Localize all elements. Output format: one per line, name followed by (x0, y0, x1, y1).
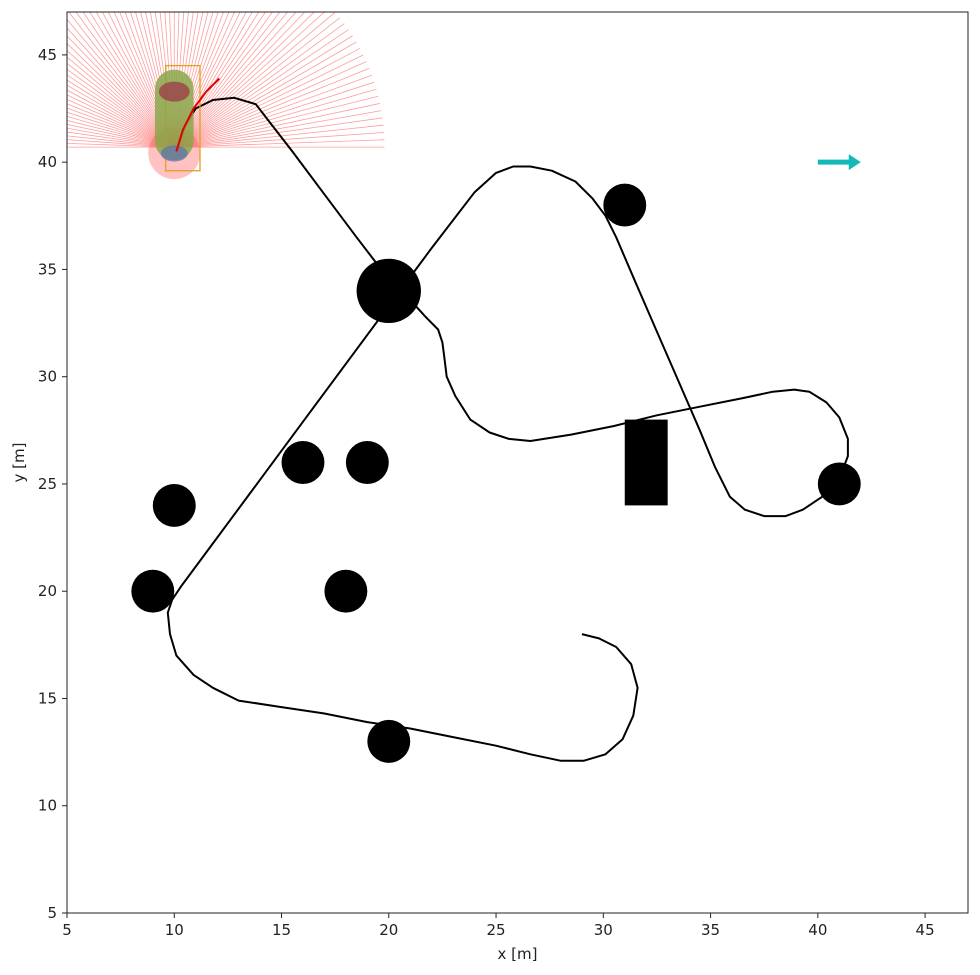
goal-arrow-head (848, 154, 861, 171)
lidar-ray (67, 135, 175, 148)
lidar-ray (67, 56, 175, 148)
x-tick-label: 10 (165, 921, 184, 939)
lidar-ray (67, 139, 175, 148)
lidar-ray (67, 50, 175, 148)
lidar-ray (174, 74, 372, 148)
lidar-ray (173, 12, 281, 148)
lidar-ray (67, 115, 175, 148)
circular-obstacle (281, 441, 325, 484)
plot-frame (66, 11, 969, 914)
lidar-ray (67, 18, 175, 148)
lidar-ray (67, 84, 175, 148)
lidar-ray (67, 62, 175, 148)
circular-obstacle (345, 441, 389, 484)
lidar-ray (174, 61, 367, 148)
y-tick-label: 20 (38, 582, 57, 600)
circular-obstacle (152, 483, 196, 527)
x-tick-label: 30 (594, 921, 613, 939)
y-tick-label: 25 (38, 475, 57, 493)
x-tick-label: 20 (379, 921, 398, 939)
lidar-ray (67, 123, 175, 148)
lidar-ray (174, 54, 364, 148)
circular-obstacle (603, 183, 647, 227)
lidar-ray (67, 27, 175, 148)
y-tick-label: 40 (38, 153, 57, 171)
lidar-ray (174, 103, 380, 148)
lidar-ray (173, 12, 266, 148)
circular-obstacle (131, 569, 175, 613)
lidar-ray (68, 12, 175, 148)
x-tick-label: 35 (701, 921, 720, 939)
lidar-ray (173, 12, 273, 148)
y-tick-label: 30 (38, 368, 57, 386)
lidar-ray (67, 79, 175, 148)
lidar-ray (174, 124, 384, 148)
lidar-ray (174, 48, 361, 148)
lidar-ray (173, 12, 297, 148)
circular-obstacle (817, 462, 861, 506)
x-tick-label: 40 (808, 921, 827, 939)
y-tick-label: 5 (47, 904, 57, 922)
obstacles-layer (131, 183, 861, 763)
lidar-ray (174, 23, 345, 148)
lidar-ray (174, 81, 375, 148)
lidar-ray (174, 139, 385, 148)
rectangular-obstacle (624, 419, 668, 506)
planned-path-line (175, 77, 221, 152)
trajectory-line (166, 96, 849, 762)
lidar-ray (82, 12, 175, 148)
lidar-ray (174, 12, 336, 148)
x-axis-label: x [m] (498, 945, 538, 963)
lidar-ray (67, 74, 175, 148)
circular-obstacle (356, 258, 421, 324)
lidar-ray (67, 119, 175, 148)
vehicle-front (158, 81, 190, 102)
lidar-ray (67, 89, 175, 148)
lidar-ray (173, 12, 306, 148)
axes: 5 10 15 20 25 30 35 40 45 5 10 15 20 25 30 35 40 45 (38, 11, 969, 939)
lidar-ray (174, 29, 349, 148)
x-tick-label: 15 (272, 921, 291, 939)
lidar-ray (67, 103, 175, 148)
vehicle-layer (154, 64, 861, 172)
x-tick-label: 45 (916, 921, 935, 939)
lidar-ray (174, 88, 377, 148)
lidar-ray (67, 107, 175, 148)
trajectory-layer (166, 96, 849, 762)
lidar-ray (67, 143, 175, 148)
lidar-ray (174, 41, 357, 148)
y-tick-label: 45 (38, 46, 57, 64)
lidar-ray (75, 12, 175, 148)
y-tick-label: 35 (38, 260, 57, 278)
lidar-ray (67, 43, 175, 148)
lidar-ray (67, 35, 175, 148)
lidar-ray (174, 110, 382, 148)
lidar-ray (173, 12, 289, 148)
lidar-ray (67, 111, 175, 148)
y-axis-label: y [m] (10, 443, 28, 483)
circular-obstacle (324, 569, 368, 613)
lidar-ray (174, 35, 353, 148)
lidar-ray (174, 68, 370, 148)
lidar-ray (174, 132, 385, 148)
lidar-ray (67, 68, 175, 148)
lidar-ray (174, 95, 379, 148)
lidar-ray (67, 94, 175, 148)
circular-obstacle (367, 719, 411, 763)
lidar-ray (67, 98, 175, 148)
lidar-ray (67, 127, 175, 148)
vehicle-rear (160, 145, 188, 162)
y-tick-label: 10 (38, 797, 57, 815)
y-tick-label: 15 (38, 689, 57, 707)
x-tick-label: 5 (62, 921, 72, 939)
lidar-ray (174, 17, 341, 148)
lidar-ray (67, 131, 175, 148)
x-tick-label: 25 (487, 921, 506, 939)
